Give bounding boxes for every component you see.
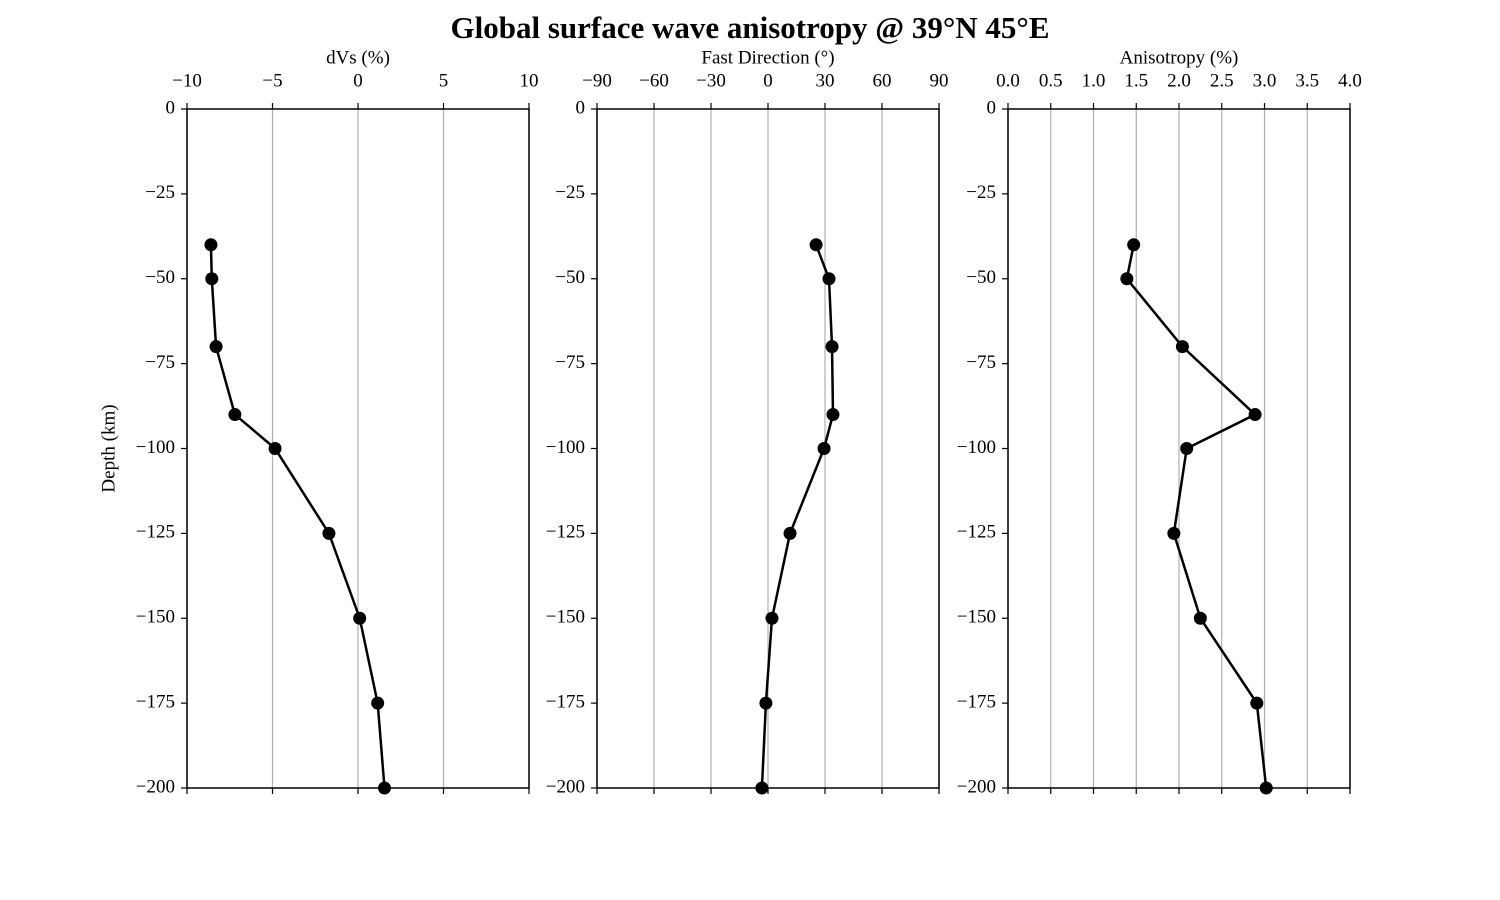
x-tick-label: 3.5 <box>1295 70 1319 91</box>
data-point <box>353 611 367 625</box>
x-tick-label: 60 <box>873 70 892 91</box>
figure-title: Global surface wave anisotropy @ 39°N 45… <box>450 10 1049 45</box>
x-tick-label: −60 <box>639 70 669 91</box>
plot-frame <box>1007 108 1351 789</box>
profile-line <box>1125 244 1268 789</box>
data-point <box>322 526 336 540</box>
data-point <box>268 442 282 455</box>
y-tick-label: −175 <box>136 691 175 712</box>
plot-frame <box>186 108 530 789</box>
y-tick-label: 0 <box>166 97 176 118</box>
y-axis-label: Depth (km) <box>98 404 119 492</box>
y-tick-label: −100 <box>136 437 175 458</box>
x-axis-label: Fast Direction (°) <box>701 47 834 68</box>
x-tick-label: 0.5 <box>1039 70 1063 91</box>
x-tick-label: −5 <box>262 70 282 91</box>
x-axis-label: Anisotropy (%) <box>1120 47 1239 68</box>
x-tick-label: 10 <box>520 70 539 91</box>
data-point <box>1180 442 1194 455</box>
data-point <box>826 408 840 422</box>
x-tick-label: −30 <box>696 70 726 91</box>
data-point <box>759 696 773 710</box>
y-tick-label: −50 <box>555 267 585 288</box>
data-point <box>371 696 385 710</box>
y-tick-label: −50 <box>145 267 175 288</box>
x-tick-label: 1.0 <box>1082 70 1106 91</box>
data-point <box>1248 408 1262 422</box>
x-tick-label: 4.0 <box>1338 70 1362 91</box>
data-point <box>817 442 831 455</box>
y-tick-label: −125 <box>546 522 585 543</box>
x-tick-label: 3.0 <box>1253 70 1277 91</box>
x-tick-label: 30 <box>816 70 835 91</box>
y-tick-label: −175 <box>546 691 585 712</box>
y-tick-label: −175 <box>957 691 996 712</box>
y-tick-label: −25 <box>966 182 996 203</box>
x-tick-label: −90 <box>582 70 612 91</box>
data-point <box>378 781 392 795</box>
y-tick-label: −75 <box>966 352 996 373</box>
y-tick-label: −100 <box>957 437 996 458</box>
profile-line <box>760 244 835 789</box>
x-tick-label: 2.5 <box>1210 70 1234 91</box>
y-tick-label: −200 <box>546 776 585 797</box>
x-tick-label: 90 <box>930 70 949 91</box>
data-point <box>1167 526 1181 540</box>
y-tick-label: −50 <box>966 267 996 288</box>
y-tick-label: −125 <box>136 522 175 543</box>
y-tick-label: 0 <box>576 97 586 118</box>
y-tick-label: −100 <box>546 437 585 458</box>
y-tick-label: −25 <box>555 182 585 203</box>
data-point <box>822 272 836 286</box>
data-point <box>809 238 823 252</box>
data-point <box>1120 272 1134 286</box>
y-tick-label: 0 <box>987 97 997 118</box>
data-point <box>755 781 769 795</box>
data-point <box>1193 611 1207 625</box>
data-point <box>228 408 242 422</box>
x-tick-label: −10 <box>172 70 202 91</box>
data-point <box>1127 238 1141 252</box>
data-point <box>1175 340 1189 354</box>
data-point <box>209 340 223 354</box>
data-point <box>204 238 218 252</box>
data-point <box>765 611 779 625</box>
x-tick-label: 0 <box>353 70 363 91</box>
y-tick-label: −75 <box>145 352 175 373</box>
x-axis-label: dVs (%) <box>326 47 390 68</box>
x-tick-label: 2.0 <box>1167 70 1191 91</box>
data-point <box>205 272 219 286</box>
y-tick-label: −150 <box>546 607 585 628</box>
data-point <box>1250 696 1264 710</box>
y-tick-label: −75 <box>555 352 585 373</box>
y-tick-label: −200 <box>957 776 996 797</box>
y-tick-label: −200 <box>136 776 175 797</box>
x-tick-label: 0.0 <box>996 70 1020 91</box>
x-tick-label: 1.5 <box>1124 70 1148 91</box>
y-tick-label: −150 <box>136 607 175 628</box>
x-tick-label: 5 <box>439 70 449 91</box>
y-tick-label: −25 <box>145 182 175 203</box>
y-tick-label: −150 <box>957 607 996 628</box>
y-tick-label: −125 <box>957 522 996 543</box>
data-point <box>825 340 839 354</box>
x-tick-label: 0 <box>763 70 773 91</box>
data-point <box>783 526 797 540</box>
data-point <box>1259 781 1273 795</box>
